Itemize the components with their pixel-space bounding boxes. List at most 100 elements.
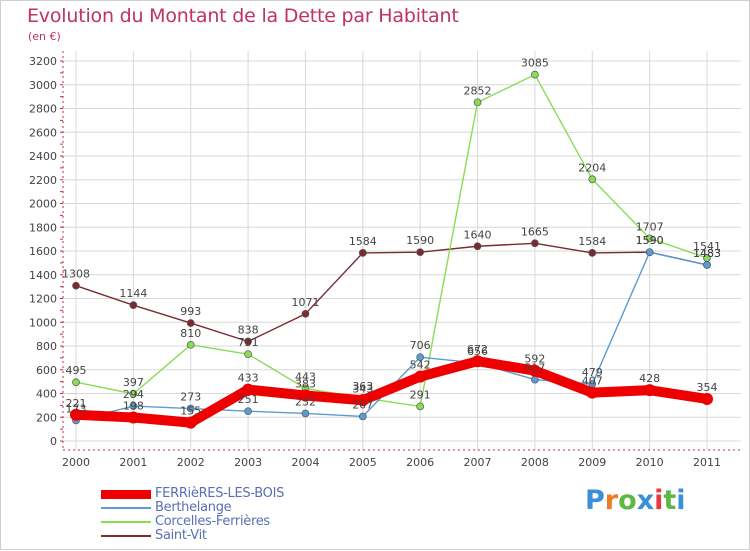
data-label: 207 <box>352 398 373 411</box>
data-point <box>244 350 252 359</box>
data-label: 1640 <box>464 228 492 241</box>
data-point <box>588 249 597 257</box>
data-label: 1483 <box>693 247 721 260</box>
data-point <box>588 175 597 184</box>
x-tick-label: 2006 <box>406 456 434 469</box>
data-point <box>703 261 711 269</box>
data-label: 354 <box>697 381 718 394</box>
x-tick-label: 2000 <box>62 456 90 469</box>
y-tick-label: 1000 <box>29 316 57 329</box>
data-point <box>531 375 539 384</box>
data-point <box>242 383 255 396</box>
data-point <box>416 353 425 362</box>
data-label: 363 <box>352 380 373 393</box>
y-tick-label: 800 <box>36 340 57 353</box>
x-tick-label: 2009 <box>578 456 606 469</box>
data-point <box>301 409 310 418</box>
y-tick-label: 0 <box>50 435 57 448</box>
unit-label: (en €) <box>28 30 61 43</box>
data-label: 1590 <box>636 234 664 247</box>
series-line <box>75 73 708 408</box>
y-tick-label: 1200 <box>29 293 57 306</box>
x-tick-label: 2010 <box>636 456 664 469</box>
legend-swatch <box>101 507 151 509</box>
data-point <box>127 411 140 424</box>
x-tick-label: 2005 <box>349 456 377 469</box>
data-label: 706 <box>410 339 431 352</box>
data-point <box>358 249 367 257</box>
data-label: 1590 <box>636 234 664 247</box>
x-tick-label: 2008 <box>521 456 549 469</box>
legend-label: Corcelles-Ferrières <box>155 514 270 529</box>
data-label: 495 <box>66 364 87 377</box>
data-point <box>244 407 252 416</box>
data-label: 731 <box>238 336 259 349</box>
data-point <box>244 337 252 346</box>
data-point <box>645 248 654 257</box>
series-line <box>75 242 708 343</box>
data-label: 273 <box>180 391 201 404</box>
data-point <box>129 402 138 410</box>
data-label: 397 <box>123 376 144 389</box>
data-point <box>471 355 484 368</box>
data-point <box>473 98 482 107</box>
data-label: 993 <box>180 305 201 318</box>
data-point <box>299 389 312 402</box>
y-tick-label: 1600 <box>29 245 57 258</box>
y-tick-label: 600 <box>36 364 57 377</box>
data-label: 1584 <box>349 235 377 248</box>
y-tick-label: 2800 <box>29 103 57 116</box>
data-point <box>473 242 482 251</box>
legend-swatch <box>101 535 151 537</box>
data-label: 810 <box>180 327 201 340</box>
data-label: 433 <box>238 372 259 385</box>
data-label: 155 <box>180 405 201 418</box>
data-label: 221 <box>66 397 87 410</box>
data-label: 294 <box>123 388 144 401</box>
data-point <box>186 404 195 413</box>
x-tick-label: 2011 <box>693 456 721 469</box>
x-tick-label: 2001 <box>119 456 147 469</box>
y-tick-label: 200 <box>36 411 57 424</box>
data-label: 838 <box>238 323 259 336</box>
data-label: 232 <box>295 395 316 408</box>
y-tick-label: 1800 <box>29 221 57 234</box>
data-label: 2204 <box>578 161 606 174</box>
data-label: 251 <box>238 393 259 406</box>
data-point <box>531 239 539 248</box>
data-label: 173 <box>66 402 87 415</box>
x-tick-label: 2002 <box>177 456 205 469</box>
data-label: 1071 <box>291 296 319 309</box>
y-tick-label: 400 <box>36 388 57 401</box>
legend-label: FERRièRES-LES-BOIS <box>155 486 285 501</box>
y-tick-label: 2400 <box>29 150 57 163</box>
data-point <box>129 301 138 309</box>
data-label: 343 <box>352 382 373 395</box>
legend-swatch <box>101 521 151 523</box>
data-point <box>356 394 369 407</box>
data-point <box>129 390 138 398</box>
data-point <box>416 248 425 257</box>
data-label: 1308 <box>62 268 90 281</box>
data-point <box>645 234 654 243</box>
data-label: 1665 <box>521 225 549 238</box>
data-label: 1483 <box>693 247 721 260</box>
data-point <box>186 319 195 327</box>
y-tick-label: 2600 <box>29 126 57 139</box>
y-tick-label: 3200 <box>29 55 57 68</box>
data-label: 1707 <box>636 220 664 233</box>
legend-label: Saint-Vit <box>155 528 207 543</box>
data-label: 479 <box>582 366 603 379</box>
data-label: 542 <box>410 359 431 372</box>
series-line <box>71 356 712 428</box>
data-label: 2852 <box>464 84 492 97</box>
data-label: 1144 <box>119 287 147 300</box>
data-point <box>643 384 656 397</box>
y-tick-label: 1400 <box>29 269 57 282</box>
data-label: 428 <box>639 372 660 385</box>
data-point <box>528 364 541 377</box>
chart-title: Evolution du Montant de la Dette par Hab… <box>27 5 459 27</box>
legend-swatch <box>101 489 151 499</box>
proxiti-logo: Proxiti <box>585 485 686 516</box>
data-label: 198 <box>123 399 144 412</box>
